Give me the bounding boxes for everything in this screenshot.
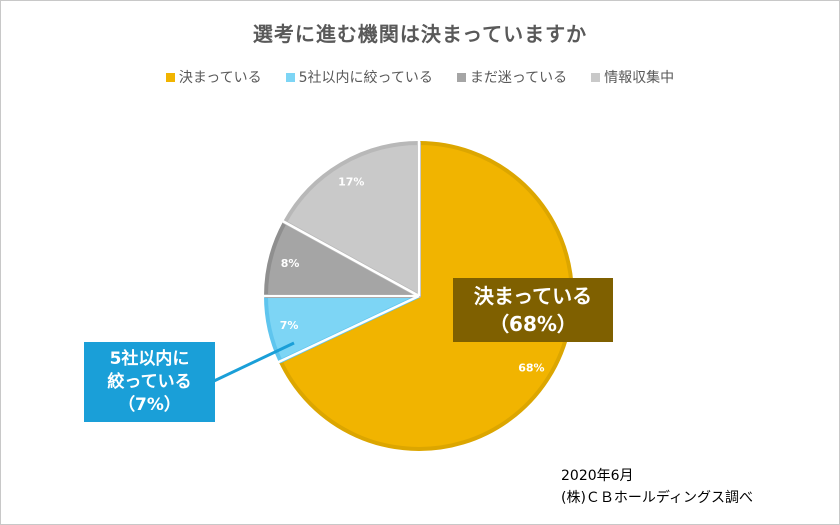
legend-label-narrowed: 5社以内に絞っている <box>298 70 433 86</box>
legend-swatch-researching <box>591 72 601 82</box>
legend-label-undecided: まだ迷っている <box>469 70 568 86</box>
callout-narrowed-line-2: 絞っている <box>107 371 192 392</box>
data-label-researching: 17% <box>338 175 364 188</box>
pie-slices <box>264 141 574 451</box>
pie-slice-decided <box>278 141 574 451</box>
source-note: 2020年6月 (株)ＣＢホールディングス調べ <box>561 465 753 509</box>
callout-decided-line-2: （68%） <box>489 312 577 336</box>
chart-title: 選考に進む機関は決まっていますか <box>252 22 588 46</box>
callout-decided-line-1: 決まっている <box>473 284 593 308</box>
callout-narrowed-line-3: （7%） <box>118 394 181 415</box>
legend-label-decided: 決まっている <box>178 70 262 86</box>
survey-date: 2020年6月 <box>561 468 634 484</box>
legend-swatch-undecided <box>456 72 466 82</box>
legend-item-undecided: まだ迷っている <box>456 67 568 87</box>
legend-item-decided: 決まっている <box>165 67 262 87</box>
data-label-narrowed: 7% <box>280 319 299 332</box>
legend-swatch-decided <box>165 72 175 82</box>
callout-narrowed-line-1: 5社以内に <box>109 348 190 369</box>
survey-source: (株)ＣＢホールディングス調べ <box>561 490 753 506</box>
callout-decided: 決まっている （68%） <box>453 278 613 342</box>
legend-item-narrowed: 5社以内に絞っている <box>285 67 433 87</box>
legend-item-researching: 情報収集中 <box>591 67 674 87</box>
callout-leader-line <box>213 341 295 383</box>
legend-label-researching: 情報収集中 <box>604 70 675 86</box>
slice-separator <box>277 294 420 364</box>
callout-narrowed: 5社以内に 絞っている （7%） <box>84 342 215 422</box>
slice-separators <box>263 140 421 364</box>
data-labels: 68% 7% 8% 17% <box>280 175 545 374</box>
data-label-undecided: 8% <box>281 257 300 270</box>
legend-swatch-narrowed <box>285 72 295 82</box>
pie-slice-researching <box>282 141 421 298</box>
legend: 決まっている 5社以内に絞っている まだ迷っている 情報収集中 <box>1 67 839 87</box>
data-label-decided: 68% <box>518 361 544 374</box>
slice-separator <box>281 219 420 298</box>
